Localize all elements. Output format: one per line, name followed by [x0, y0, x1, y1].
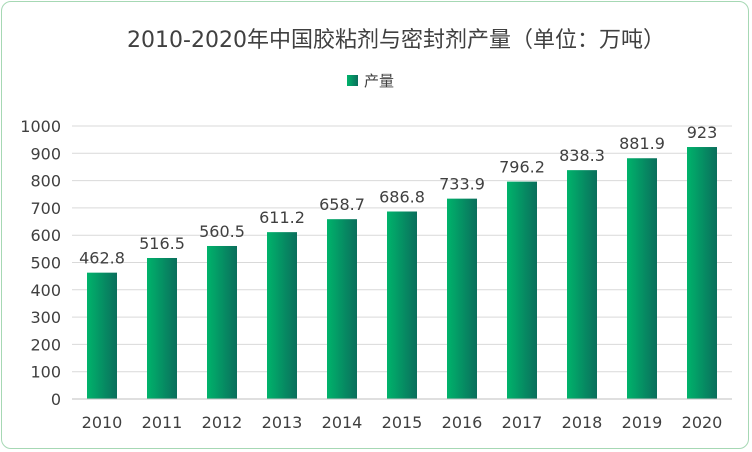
- y-tick-label: 600: [30, 226, 61, 245]
- y-axis: 0 100 200 300 400 500 600 700 800 900 1000: [20, 117, 61, 409]
- data-label: 516.5: [139, 234, 185, 253]
- data-label: 838.3: [559, 146, 605, 165]
- data-label: 733.9: [439, 175, 485, 194]
- data-label: 560.5: [199, 222, 245, 241]
- bar: [387, 211, 417, 399]
- y-tick-label: 0: [51, 390, 61, 409]
- y-tick-label: 300: [30, 308, 61, 327]
- x-tick-label: 2016: [442, 413, 483, 432]
- bar: [87, 272, 117, 399]
- legend: 产量: [347, 72, 394, 90]
- x-tick-label: 2012: [202, 413, 243, 432]
- data-label: 611.2: [259, 208, 305, 227]
- x-tick-label: 2020: [682, 413, 723, 432]
- data-labels: 462.8 516.5 560.5 611.2 658.7 686.8 733.9 796.2…: [79, 123, 717, 268]
- bar: [627, 158, 657, 399]
- x-tick-label: 2014: [322, 413, 363, 432]
- bar: [207, 245, 237, 399]
- data-label: 686.8: [379, 188, 425, 207]
- legend-label: 产量: [364, 72, 394, 90]
- y-tick-label: 100: [30, 363, 61, 382]
- x-axis: 2010 2011 2012 2013 2014 2015 2016 2017 2018 2019…: [82, 413, 723, 432]
- y-tick-label: 200: [30, 335, 61, 354]
- bars: [87, 147, 717, 399]
- x-tick-label: 2018: [562, 413, 603, 432]
- bar: [687, 147, 717, 399]
- bar: [567, 170, 597, 399]
- bar: [147, 257, 177, 399]
- x-tick-label: 2010: [82, 413, 123, 432]
- x-tick-label: 2017: [502, 413, 543, 432]
- y-tick-label: 500: [30, 254, 61, 273]
- chart-title: 2010-2020年中国胶粘剂与密封剂产量（单位：万吨）: [127, 28, 665, 53]
- data-label: 881.9: [619, 134, 665, 153]
- bar: [507, 181, 537, 399]
- x-tick-label: 2015: [382, 413, 423, 432]
- data-label: 796.2: [499, 158, 545, 177]
- gridlines: [72, 125, 732, 373]
- data-label: 923: [687, 123, 718, 142]
- legend-swatch: [347, 75, 358, 86]
- bar: [327, 219, 357, 399]
- y-tick-label: 1000: [20, 117, 61, 136]
- x-tick-label: 2013: [262, 413, 303, 432]
- data-label: 462.8: [79, 249, 125, 268]
- data-label: 658.7: [319, 195, 365, 214]
- y-tick-label: 800: [30, 172, 61, 191]
- x-tick-label: 2019: [622, 413, 663, 432]
- y-tick-label: 900: [30, 144, 61, 163]
- y-tick-label: 700: [30, 199, 61, 218]
- bar: [267, 232, 297, 399]
- y-tick-label: 400: [30, 281, 61, 300]
- bar: [447, 198, 477, 399]
- x-tick-label: 2011: [142, 413, 183, 432]
